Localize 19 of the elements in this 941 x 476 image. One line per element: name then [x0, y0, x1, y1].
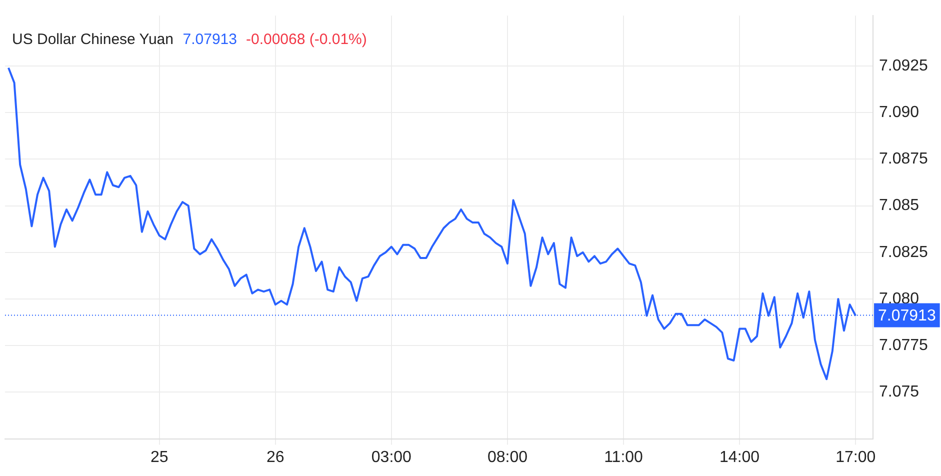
y-tick-label: 7.0775 — [879, 336, 928, 354]
x-tick-label: 08:00 — [487, 448, 528, 466]
x-tick-label: 14:00 — [720, 448, 760, 466]
x-tick-label: 03:00 — [371, 448, 412, 466]
annotation: 7.07913 — [182, 31, 237, 48]
y-tick-label: 7.0925 — [879, 57, 928, 74]
text: US Dollar Chinese Yuan — [12, 31, 174, 48]
ref-line-label: 7.07913 — [878, 308, 936, 325]
y-tick-label: 7.090 — [879, 104, 920, 121]
y-tick-label: 7.0825 — [879, 244, 928, 261]
y-tick-label: 7.085 — [879, 197, 920, 214]
x-tick-label: 25 — [150, 448, 168, 466]
annotation: -0.00068 (-0.01%) — [246, 31, 367, 48]
x-tick-label: 17:00 — [836, 448, 876, 466]
y-tick-label: 7.0875 — [879, 150, 928, 168]
y-tick-label: 7.080 — [879, 290, 920, 308]
y-tick-label: 7.075 — [879, 384, 920, 401]
x-tick-label: 26 — [266, 448, 284, 466]
x-tick-label: 11:00 — [604, 448, 644, 466]
